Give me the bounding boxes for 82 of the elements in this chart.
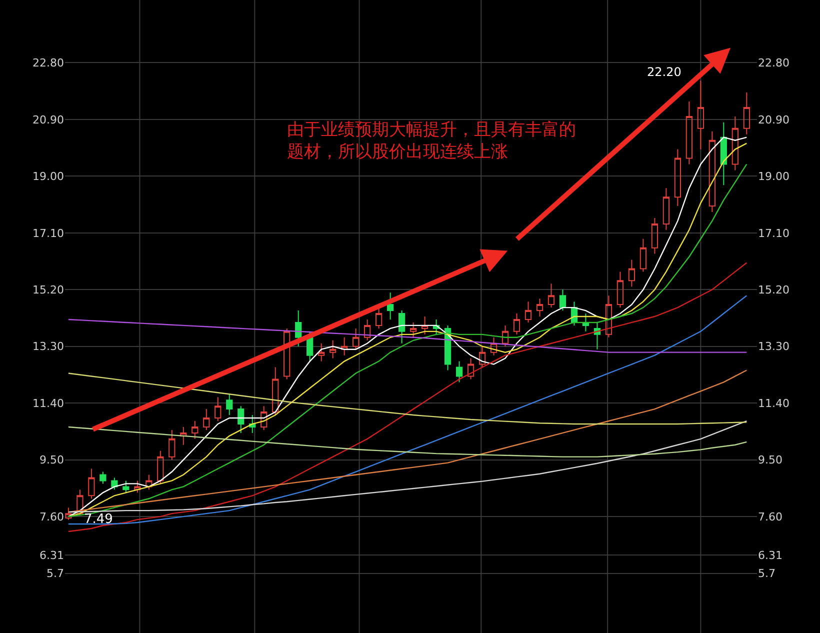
- y2-tick-label: 22.80: [758, 56, 790, 70]
- candlestick: [662, 188, 670, 230]
- line-series: [68, 420, 748, 513]
- candlestick: [168, 429, 176, 460]
- annotation: 由于业绩预期大幅提升，且具有丰富的题材，所以股价出现连续上涨: [287, 120, 576, 162]
- annotation: 7.49: [84, 512, 113, 527]
- candlestick: [134, 480, 141, 494]
- candlestick: [318, 342, 325, 362]
- candlestick: [192, 420, 198, 440]
- candlestick: [295, 310, 302, 347]
- line-series: [68, 372, 748, 425]
- line-series: [68, 318, 748, 353]
- y2-tick-label: 13.30: [758, 340, 790, 354]
- candlestick: [697, 80, 704, 150]
- candlestick: [421, 316, 428, 335]
- candlestick: [548, 283, 555, 308]
- candlestick: [467, 358, 474, 380]
- candlestick: [628, 259, 636, 288]
- y-tick-label: 6.31: [40, 548, 64, 562]
- candlestick: [559, 289, 566, 312]
- candlestick: [616, 271, 624, 308]
- candlestick: [513, 313, 520, 335]
- candlestick: [502, 324, 509, 347]
- y2-tick-label: 7.60: [758, 510, 782, 524]
- y-tick-label: 9.50: [40, 454, 64, 467]
- candlestick: [456, 360, 463, 383]
- candlestick: [490, 336, 498, 356]
- y2-tick-label: 19.00: [758, 170, 790, 184]
- candlestick: [100, 471, 106, 484]
- candlestick: [720, 122, 727, 186]
- candlestick: [157, 450, 164, 484]
- candlestick: [410, 322, 417, 338]
- candlestick: [582, 313, 590, 332]
- y2-tick-label: 17.10: [758, 226, 790, 240]
- y-tick-label: 17.10: [32, 226, 64, 240]
- y-tick-label: 5.7: [46, 567, 64, 580]
- candlestick: [65, 507, 72, 520]
- candlestick: [640, 238, 647, 272]
- annotation: 22.20: [647, 65, 682, 79]
- candlestick: [686, 101, 692, 165]
- candlestick: [214, 396, 222, 422]
- candlestick: [743, 92, 750, 135]
- y-tick-label: 22.80: [32, 56, 64, 70]
- candlestick: [180, 426, 187, 446]
- candlestick: [651, 217, 658, 254]
- candlestick: [226, 394, 233, 416]
- candlestick: [260, 406, 268, 430]
- y2-tick-label: 6.31: [758, 548, 782, 562]
- y-tick-label: 20.90: [32, 113, 64, 126]
- y2-tick-label: 9.50: [758, 454, 782, 467]
- candlestick: [203, 408, 210, 430]
- y2-tick-label: 20.90: [758, 113, 790, 126]
- y2-tick-label: 5.7: [758, 567, 776, 580]
- candlestick: [88, 468, 95, 500]
- y-tick-label: 7.60: [40, 510, 64, 524]
- candlestick: [111, 477, 118, 490]
- y-tick-label: 19.00: [32, 170, 64, 184]
- candlestick: [732, 116, 738, 171]
- y2-tick-label: 15.20: [758, 283, 790, 296]
- y-tick-label: 13.30: [32, 340, 64, 354]
- line-series: [68, 426, 748, 458]
- line-series: [68, 370, 748, 513]
- candlestick: [122, 480, 130, 494]
- candlestick: [478, 346, 486, 368]
- candlestick: [146, 474, 152, 490]
- y-tick-label: 15.20: [32, 283, 64, 296]
- candlestick: [238, 406, 244, 434]
- candlestick: [524, 301, 532, 323]
- candlestick: [352, 328, 360, 350]
- y2-tick-label: 11.40: [758, 396, 790, 410]
- candlestick: [708, 130, 716, 212]
- candlestick: [284, 328, 290, 380]
- candlestick: [272, 366, 279, 416]
- candlestick: [330, 340, 336, 359]
- candlestick: [364, 318, 371, 341]
- candlestick: [605, 295, 612, 338]
- candlestick: [536, 298, 544, 317]
- candlestick: [674, 148, 681, 207]
- y-tick-label: 11.40: [32, 396, 64, 410]
- candlestick: [341, 336, 348, 356]
- candlestick: [386, 292, 394, 320]
- candlestick: [398, 310, 406, 344]
